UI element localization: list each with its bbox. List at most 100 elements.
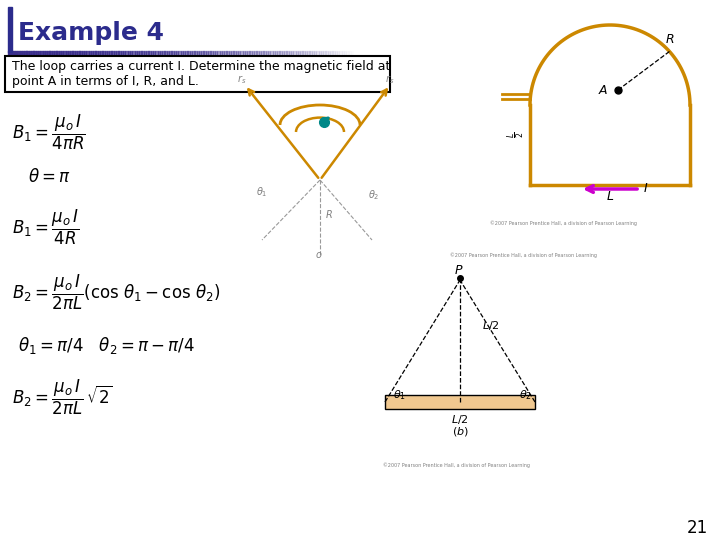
Bar [220, 51, 222, 56]
Text: $L$: $L$ [606, 191, 614, 204]
Text: $r_s$: $r_s$ [237, 73, 246, 86]
Text: $\theta_1$: $\theta_1$ [256, 185, 268, 199]
Bar [572, 51, 574, 56]
Bar [399, 51, 402, 56]
Bar [333, 51, 335, 56]
Bar [358, 51, 360, 56]
Bar [629, 51, 631, 56]
Text: $I$: $I$ [643, 183, 648, 195]
Bar [408, 51, 410, 56]
Bar [606, 51, 608, 56]
Bar [258, 51, 261, 56]
Bar [24, 51, 27, 56]
Bar [127, 51, 130, 56]
Bar [132, 51, 135, 56]
Text: $\theta_2$: $\theta_2$ [368, 188, 379, 202]
Bar [472, 51, 475, 56]
Bar [374, 51, 376, 56]
Bar [588, 51, 590, 56]
Bar [277, 51, 279, 56]
Bar [22, 51, 24, 56]
Bar [592, 51, 595, 56]
Bar [93, 51, 96, 56]
Bar [201, 51, 204, 56]
Bar [535, 51, 537, 56]
Bar [675, 51, 678, 56]
Bar [310, 51, 312, 56]
Bar [649, 51, 652, 56]
Text: The loop carries a current I. Determine the magnetic field at
point A in terms o: The loop carries a current I. Determine … [12, 60, 390, 88]
Bar [516, 51, 519, 56]
Bar [381, 51, 383, 56]
Bar [670, 51, 673, 56]
Bar [638, 51, 641, 56]
Bar [599, 51, 602, 56]
Bar [235, 51, 238, 56]
Bar [250, 51, 252, 56]
Text: $R$: $R$ [665, 33, 675, 46]
Bar [353, 51, 356, 56]
Text: $\theta_2$: $\theta_2$ [519, 388, 532, 402]
Bar [578, 51, 581, 56]
Bar [436, 51, 438, 56]
Bar [187, 51, 190, 56]
Bar [291, 51, 294, 56]
Bar [31, 51, 34, 56]
Bar [601, 51, 604, 56]
Bar [518, 51, 521, 56]
Bar [215, 51, 217, 56]
Bar [666, 51, 668, 56]
Bar [282, 51, 284, 56]
Bar [624, 51, 627, 56]
Bar [176, 51, 179, 56]
Bar [392, 51, 395, 56]
Bar [240, 51, 243, 56]
Bar [81, 51, 84, 56]
Bar [247, 51, 250, 56]
Bar [102, 51, 105, 56]
Bar [272, 51, 275, 56]
Bar [608, 51, 611, 56]
Bar [544, 51, 546, 56]
Bar [433, 51, 436, 56]
Bar [537, 51, 539, 56]
Bar [229, 51, 231, 56]
Bar [344, 51, 346, 56]
Bar [156, 51, 158, 56]
Bar [231, 51, 233, 56]
Bar [426, 51, 429, 56]
Bar [631, 51, 634, 56]
Text: $\theta_1$: $\theta_1$ [393, 388, 406, 402]
Bar [212, 51, 215, 56]
Bar [364, 51, 367, 56]
Bar [27, 51, 29, 56]
Bar [295, 51, 298, 56]
Bar [135, 51, 137, 56]
Bar [222, 51, 225, 56]
Bar [174, 51, 176, 56]
Bar [487, 51, 489, 56]
Bar [397, 51, 399, 56]
Bar [199, 51, 202, 56]
Bar [546, 51, 549, 56]
Bar [197, 51, 199, 56]
Bar [390, 51, 392, 56]
Bar [514, 51, 516, 56]
Bar [634, 51, 636, 56]
Bar [45, 51, 48, 56]
Bar [15, 51, 17, 56]
Bar [73, 51, 75, 56]
Text: $L/2$: $L/2$ [482, 320, 500, 333]
Bar [346, 51, 348, 56]
Bar [468, 51, 470, 56]
Bar [206, 51, 208, 56]
Bar [507, 51, 510, 56]
Bar [61, 51, 63, 56]
Bar [576, 51, 579, 56]
Bar [210, 51, 213, 56]
Bar [603, 51, 606, 56]
Bar [672, 51, 675, 56]
Text: $B_2 = \dfrac{\mu_o\, I}{2\pi L}\left(\cos\,\theta_1 - \cos\,\theta_2\right)$: $B_2 = \dfrac{\mu_o\, I}{2\pi L}\left(\c… [12, 272, 220, 312]
Bar [112, 51, 114, 56]
Bar [441, 51, 443, 56]
